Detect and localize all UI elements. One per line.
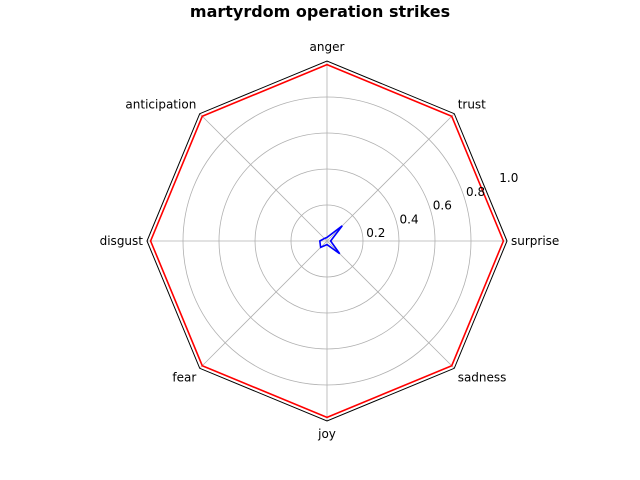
category-label-disgust: disgust [100, 234, 144, 248]
radial-tick-0.8: 0.8 [466, 185, 485, 199]
grid [147, 61, 507, 421]
radial-tick-1.0: 1.0 [499, 171, 518, 185]
category-label-anger: anger [310, 40, 345, 54]
grid-spoke [199, 240, 328, 369]
category-label-anticipation: anticipation [125, 97, 196, 111]
chart-title: martyrdom operation strikes [190, 2, 450, 21]
grid-spoke [326, 240, 455, 369]
radial-tick-0.6: 0.6 [433, 199, 452, 213]
radial-tick-labels: 0.2 0.4 0.6 0.8 1.0 [366, 171, 518, 240]
radial-tick-0.4: 0.4 [400, 212, 419, 226]
radial-tick-0.2: 0.2 [366, 226, 385, 240]
category-label-trust: trust [458, 97, 486, 111]
grid-spoke [326, 113, 455, 242]
outer-frame [146, 60, 508, 422]
series-line-1 [318, 225, 343, 255]
category-label-fear: fear [172, 371, 196, 385]
frame [146, 60, 508, 422]
category-label-sadness: sadness [458, 371, 507, 385]
series [149, 63, 505, 419]
category-label-joy: joy [317, 427, 336, 441]
series-line-0 [149, 63, 505, 419]
category-labels: surprise trust anger anticipation disgust fea… [100, 40, 560, 441]
category-label-surprise: surprise [511, 234, 559, 248]
grid-spoke [199, 113, 328, 242]
